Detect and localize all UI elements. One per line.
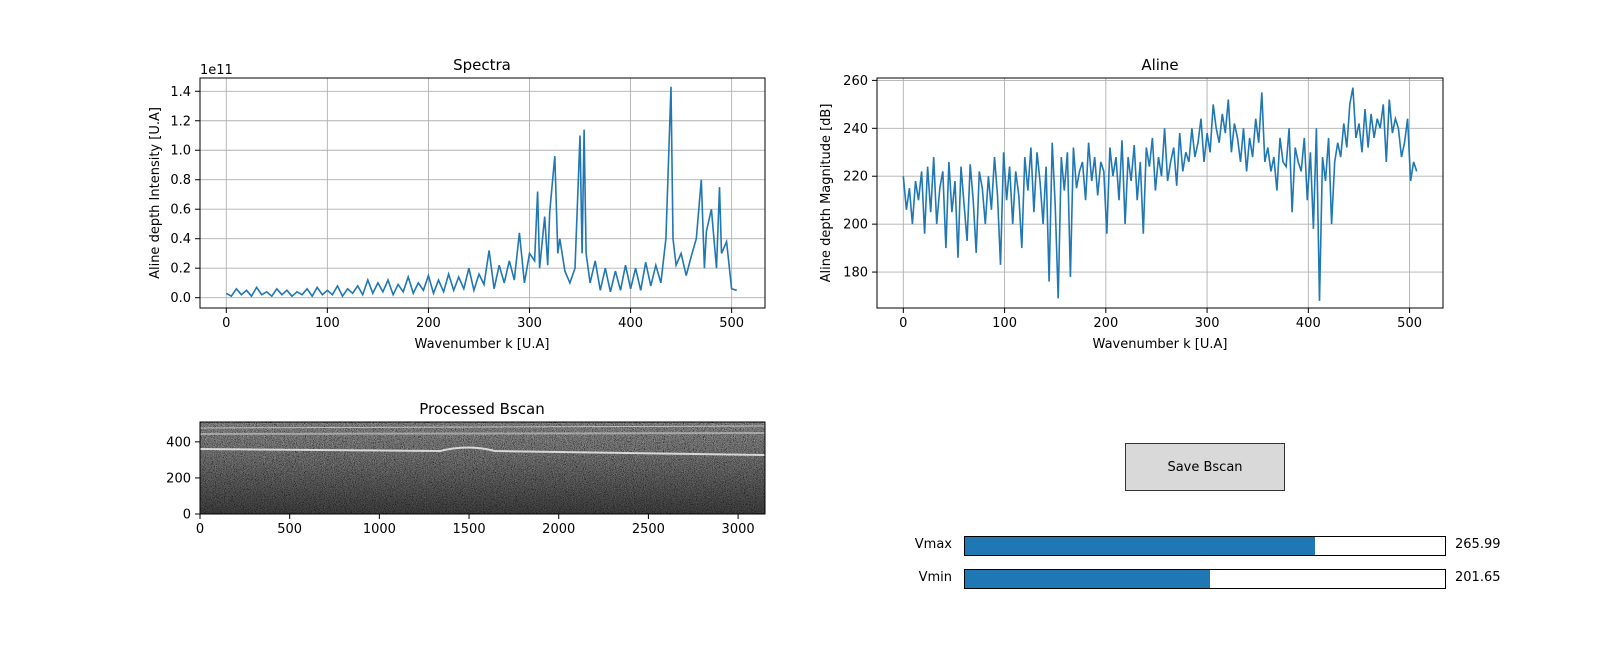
aline-x-tick-label: 400 <box>1296 316 1321 331</box>
aline-plot-area <box>877 78 1443 308</box>
aline-plot-frame <box>876 77 1444 309</box>
spectra-y-tick-label: 0.2 <box>170 262 191 277</box>
save-bscan-button[interactable]: Save Bscan <box>1125 443 1285 491</box>
spectra-x-tick-label: 300 <box>517 316 542 331</box>
bscan-x-tick-label: 500 <box>277 522 302 537</box>
spectra-x-tick-label: 200 <box>416 316 441 331</box>
bscan-x-tick-label: 2500 <box>632 522 665 537</box>
spectra-plot-area <box>200 78 765 308</box>
aline-x-tick-label: 300 <box>1195 316 1220 331</box>
spectra-offset-label: 1e11 <box>200 63 233 78</box>
vmin-value: 201.65 <box>1455 570 1501 585</box>
vmax-slider[interactable] <box>964 536 1446 556</box>
spectra-y-tick-label: 0.8 <box>170 173 191 188</box>
bscan-x-tick-label: 0 <box>196 522 204 537</box>
vmax-label: Vmax <box>914 537 952 552</box>
aline-x-tick-label: 500 <box>1397 316 1422 331</box>
vmin-label: Vmin <box>918 570 952 585</box>
aline-y-tick-label: 200 <box>843 218 868 233</box>
aline-xlabel: Wavenumber k [U.A] <box>1093 337 1228 352</box>
spectra-x-tick-label: 400 <box>618 316 643 331</box>
bscan-x-tick-label: 1000 <box>363 522 396 537</box>
spectra-plot-frame <box>199 77 766 309</box>
bscan-x-tick-label: 3000 <box>722 522 755 537</box>
spectra-series-line <box>225 86 737 298</box>
bscan-chart: 0 500 1000 1500 2000 2500 3000 0 200 400 Process… <box>166 400 766 537</box>
spectra-y-tick-label: 1.2 <box>170 114 191 129</box>
aline-x-tick-label: 100 <box>992 316 1017 331</box>
vmin-slider[interactable] <box>964 569 1446 589</box>
bscan-plot-frame <box>199 421 766 515</box>
spectra-y-tick-label: 0.0 <box>170 291 191 306</box>
bscan-y-tick-label: 200 <box>166 471 191 486</box>
bscan-layer-line <box>200 425 765 429</box>
spectra-y-tick-label: 0.4 <box>170 232 191 247</box>
aline-x-tick-label: 200 <box>1093 316 1118 331</box>
bscan-x-tick-label: 2000 <box>542 522 575 537</box>
vmax-value: 265.99 <box>1455 537 1501 552</box>
spectra-x-tick-label: 500 <box>719 316 744 331</box>
spectra-xlabel: Wavenumber k [U.A] <box>415 337 550 352</box>
aline-series-line <box>902 87 1418 301</box>
bscan-title: Processed Bscan <box>419 400 544 418</box>
aline-y-tick-label: 220 <box>843 170 868 185</box>
bscan-x-tick-label: 1500 <box>453 522 486 537</box>
bscan-layer-line <box>200 432 765 435</box>
aline-y-tick-label: 260 <box>843 74 868 89</box>
bscan-y-tick-label: 400 <box>166 435 191 450</box>
spectra-y-tick-label: 0.6 <box>170 203 191 218</box>
aline-y-tick-label: 180 <box>843 266 868 281</box>
bscan-layer-line <box>200 446 765 456</box>
aline-y-tick-label: 240 <box>843 122 868 137</box>
bscan-y-tick-label: 0 <box>183 508 191 523</box>
spectra-x-tick-label: 0 <box>222 316 230 331</box>
bscan-image <box>200 422 765 514</box>
aline-chart: 0 100 200 300 400 500 180 200 220 240 260 Aline W… <box>819 56 1444 352</box>
spectra-ylabel: Aline depth Intensity [U.A] <box>148 107 163 279</box>
spectra-y-tick-label: 1.4 <box>170 85 191 100</box>
aline-ylabel: Aline depth Magnitude [dB] <box>819 104 834 283</box>
spectra-x-tick-label: 100 <box>315 316 340 331</box>
spectra-title: Spectra <box>453 56 511 74</box>
aline-x-tick-label: 0 <box>899 316 907 331</box>
vmax-slider-fill <box>965 537 1316 555</box>
spectra-y-tick-label: 1.0 <box>170 144 191 159</box>
vmin-slider-fill <box>965 570 1210 588</box>
aline-title: Aline <box>1141 56 1178 74</box>
spectra-chart: 0 100 200 300 400 500 0.0 0.2 0.4 0.6 0.8 1.0 1.2 1.… <box>148 56 766 352</box>
